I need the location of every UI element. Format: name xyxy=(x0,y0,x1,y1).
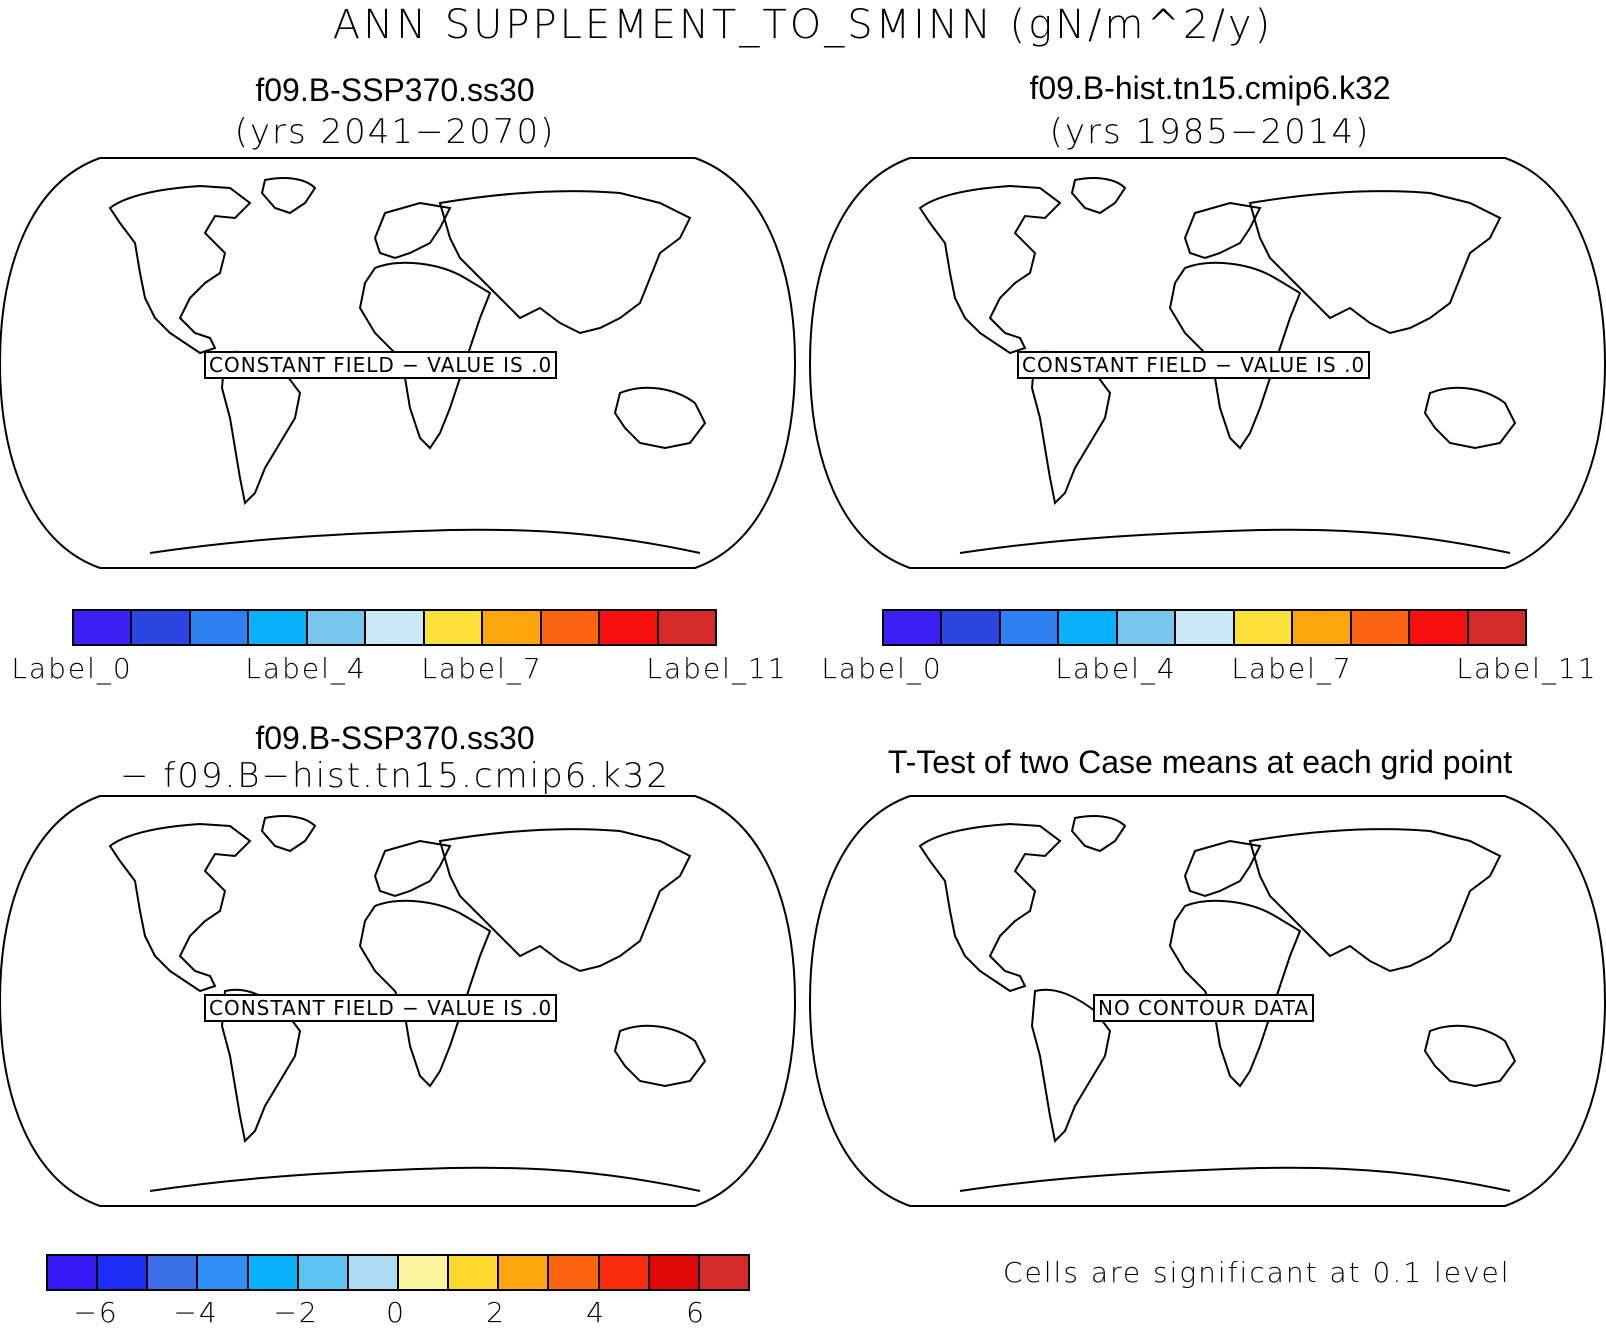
significance-note: Cells are significant at 0.1 level xyxy=(1003,1256,1511,1289)
colorbar-2-label-7: Label_7 xyxy=(1231,652,1353,685)
colorbar-2-label-11: Label_11 xyxy=(1456,652,1598,685)
colorbar-cell xyxy=(1176,611,1235,644)
colorbar-cell xyxy=(190,611,250,644)
coastline xyxy=(1423,386,1517,450)
colorbar-cell xyxy=(307,611,367,644)
panel-1-info-box: CONSTANT FIELD − VALUE IS .0 xyxy=(204,351,558,379)
coastline xyxy=(373,839,452,898)
colorbar-cell xyxy=(298,1256,349,1289)
colorbar-cell xyxy=(98,1256,149,1289)
colorbar-1-label-11: Label_11 xyxy=(646,652,788,685)
colorbar-cell xyxy=(1351,611,1411,644)
coastline xyxy=(260,177,317,215)
colorbar-cell xyxy=(499,1256,550,1289)
colorbar-panel-2 xyxy=(882,609,1527,646)
map-frame xyxy=(0,157,797,569)
coastline xyxy=(438,190,692,335)
colorbar-cell xyxy=(884,611,943,644)
coastline xyxy=(1070,177,1127,215)
colorbar-cell xyxy=(1059,611,1118,644)
colorbar-cell xyxy=(1410,611,1469,644)
colorbar-3-tick-label: −4 xyxy=(173,1296,219,1329)
colorbar-3-tick-label: −6 xyxy=(73,1296,119,1329)
map-frame xyxy=(808,795,1606,1207)
coastline xyxy=(959,1166,1511,1192)
colorbar-cell xyxy=(1293,611,1352,644)
colorbar-cell xyxy=(1234,611,1294,644)
colorbar-cell xyxy=(658,611,715,644)
figure-title: ANN SUPPLEMENT_TO_SMINN (gN/m^2/y) xyxy=(332,2,1274,48)
coastline xyxy=(918,184,1062,355)
colorbar-1-label-4: Label_4 xyxy=(245,652,367,685)
panel-3-info-box: CONSTANT FIELD − VALUE IS .0 xyxy=(204,994,558,1022)
panel-4-title: T-Test of two Case means at each grid po… xyxy=(887,744,1513,780)
colorbar-cell xyxy=(74,611,133,644)
colorbar-3-tick-label: 0 xyxy=(386,1296,406,1329)
colorbar-cell xyxy=(1000,611,1060,644)
colorbar-cell xyxy=(366,611,425,644)
panel-3-title-case-a: f09.B-SSP370.ss30 xyxy=(255,720,535,756)
colorbar-cell xyxy=(942,611,1001,644)
coastline xyxy=(1183,839,1262,898)
coastline xyxy=(1070,815,1127,853)
coastline xyxy=(1248,828,1502,973)
colorbar-cell xyxy=(248,1256,299,1289)
map-frame xyxy=(0,795,797,1207)
coastline xyxy=(373,201,452,260)
panel-4-info-box: NO CONTOUR DATA xyxy=(1093,994,1315,1022)
panel-2-title-case: f09.B-hist.tn15.cmip6.k32 xyxy=(1029,70,1391,106)
colorbar-cell xyxy=(549,1256,600,1289)
colorbar-2-label-0: Label_0 xyxy=(821,652,943,685)
coastline xyxy=(108,822,252,993)
coastline xyxy=(918,822,1062,993)
colorbar-cell xyxy=(424,611,484,644)
colorbar-cell xyxy=(600,611,659,644)
colorbar-cell xyxy=(483,611,542,644)
coastline xyxy=(149,528,701,554)
colorbar-1-label-7: Label_7 xyxy=(421,652,543,685)
colorbar-cell xyxy=(699,1256,748,1289)
colorbar-cell xyxy=(649,1256,700,1289)
colorbar-cell xyxy=(449,1256,500,1289)
colorbar-cell xyxy=(599,1256,650,1289)
map-frame xyxy=(808,157,1606,569)
colorbar-difference xyxy=(46,1254,750,1291)
colorbar-cell xyxy=(541,611,601,644)
colorbar-cell xyxy=(348,1256,399,1289)
colorbar-3-tick-label: 2 xyxy=(486,1296,506,1329)
colorbar-cell xyxy=(1468,611,1525,644)
coastline xyxy=(1248,190,1502,335)
panel-1-title-years: (yrs 2041−2070) xyxy=(234,112,556,152)
colorbar-cell xyxy=(249,611,308,644)
colorbar-cell xyxy=(48,1256,99,1289)
colorbar-panel-1 xyxy=(72,609,717,646)
coastline xyxy=(959,528,1511,554)
coastline xyxy=(438,828,692,973)
colorbar-cell xyxy=(1117,611,1177,644)
colorbar-3-tick-label: 4 xyxy=(586,1296,606,1329)
coastline xyxy=(613,386,707,450)
colorbar-cell xyxy=(148,1256,199,1289)
colorbar-3-tick-label: −2 xyxy=(273,1296,319,1329)
colorbar-3-tick-label: 6 xyxy=(686,1296,706,1329)
panel-2-info-box: CONSTANT FIELD − VALUE IS .0 xyxy=(1017,351,1371,379)
colorbar-1-label-0: Label_0 xyxy=(11,652,133,685)
coastline xyxy=(613,1024,707,1088)
colorbar-cell xyxy=(132,611,191,644)
coastline xyxy=(260,815,317,853)
colorbar-cell xyxy=(398,1256,450,1289)
coastline xyxy=(108,184,252,355)
colorbar-cell xyxy=(198,1256,249,1289)
panel-3-title-case-b: − f09.B−hist.tn15.cmip6.k32 xyxy=(119,756,671,796)
coastline xyxy=(1183,201,1262,260)
coastline xyxy=(149,1166,701,1192)
colorbar-2-label-4: Label_4 xyxy=(1055,652,1177,685)
panel-1-title-case: f09.B-SSP370.ss30 xyxy=(255,72,535,108)
panel-2-title-years: (yrs 1985−2014) xyxy=(1049,112,1371,152)
coastline xyxy=(1423,1024,1517,1088)
